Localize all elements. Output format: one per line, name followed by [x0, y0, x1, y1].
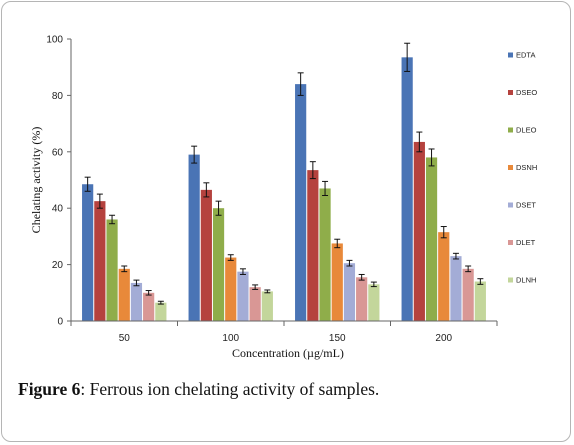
- bar-dsnh-100: [225, 257, 237, 321]
- y-tick-label: 40: [52, 204, 64, 215]
- bar-dlet-150: [356, 277, 368, 321]
- legend-swatch-dlnh: [508, 277, 513, 283]
- legend-swatch-dsnh: [508, 165, 513, 170]
- x-tick-label: 50: [119, 333, 131, 344]
- y-tick-label: 0: [57, 317, 63, 328]
- bar-dset-150: [343, 263, 356, 321]
- bar-dlnh-50: [155, 302, 167, 321]
- legend-swatch-dleo: [508, 127, 513, 133]
- legend-label-dsnh: DSNH: [516, 163, 537, 172]
- figure-caption-label: Figure 6: [18, 379, 81, 399]
- y-tick-label: 80: [52, 91, 64, 102]
- legend-label-dlnh: DLNH: [516, 276, 536, 285]
- bar-dseo-100: [200, 189, 212, 321]
- bar-dset-100: [237, 271, 249, 321]
- bar-edta-200: [401, 57, 413, 322]
- x-axis-title: Concentration (µg/mL): [232, 346, 344, 360]
- legend-label-dseo: DSEO: [516, 88, 537, 97]
- bar-dleo-150: [319, 188, 331, 321]
- y-tick-label: 20: [52, 260, 64, 271]
- y-tick-label: 100: [46, 35, 63, 46]
- bar-dset-50: [130, 282, 143, 321]
- bar-dsnh-150: [331, 243, 343, 321]
- bar-dseo-150: [307, 170, 319, 321]
- bar-edta-150: [295, 84, 307, 322]
- legend-swatch-dset: [508, 202, 513, 208]
- bar-dleo-100: [212, 208, 225, 321]
- x-tick-label: 200: [435, 333, 452, 344]
- bar-edta-50: [82, 184, 94, 321]
- legend-label-dset: DSET: [516, 201, 536, 210]
- bar-dlnh-100: [261, 291, 273, 321]
- legend-swatch-edta: [508, 52, 513, 58]
- bar-edta-100: [188, 154, 200, 321]
- x-tick-label: 150: [329, 333, 346, 344]
- legend-swatch-dseo: [508, 90, 513, 95]
- x-tick-label: 100: [222, 333, 239, 344]
- legend-label-dlet: DLET: [516, 238, 536, 247]
- y-axis-title: Chelating activity (%): [29, 127, 43, 234]
- bar-dlnh-150: [368, 284, 380, 321]
- bar-dsnh-50: [118, 268, 130, 321]
- bar-dlet-100: [249, 287, 261, 321]
- bar-dseo-50: [94, 201, 106, 321]
- bar-dleo-200: [425, 157, 438, 321]
- legend-swatch-dlet: [508, 240, 513, 245]
- bar-dsnh-200: [438, 232, 450, 321]
- bar-dseo-200: [413, 141, 425, 321]
- bar-dleo-50: [106, 219, 118, 321]
- legend-label-dleo: DLEO: [516, 126, 537, 135]
- legend-label-edta: EDTA: [516, 51, 535, 60]
- bar-dlnh-200: [474, 281, 486, 321]
- figure-caption-text: : Ferrous ion chelating activity of samp…: [80, 379, 380, 399]
- figure-caption: Figure 6: Ferrous ion chelating activity…: [18, 379, 379, 400]
- bar-dlet-50: [143, 292, 155, 321]
- bar-dlet-200: [462, 268, 474, 321]
- bar-dset-200: [450, 256, 462, 321]
- y-tick-label: 60: [52, 147, 64, 158]
